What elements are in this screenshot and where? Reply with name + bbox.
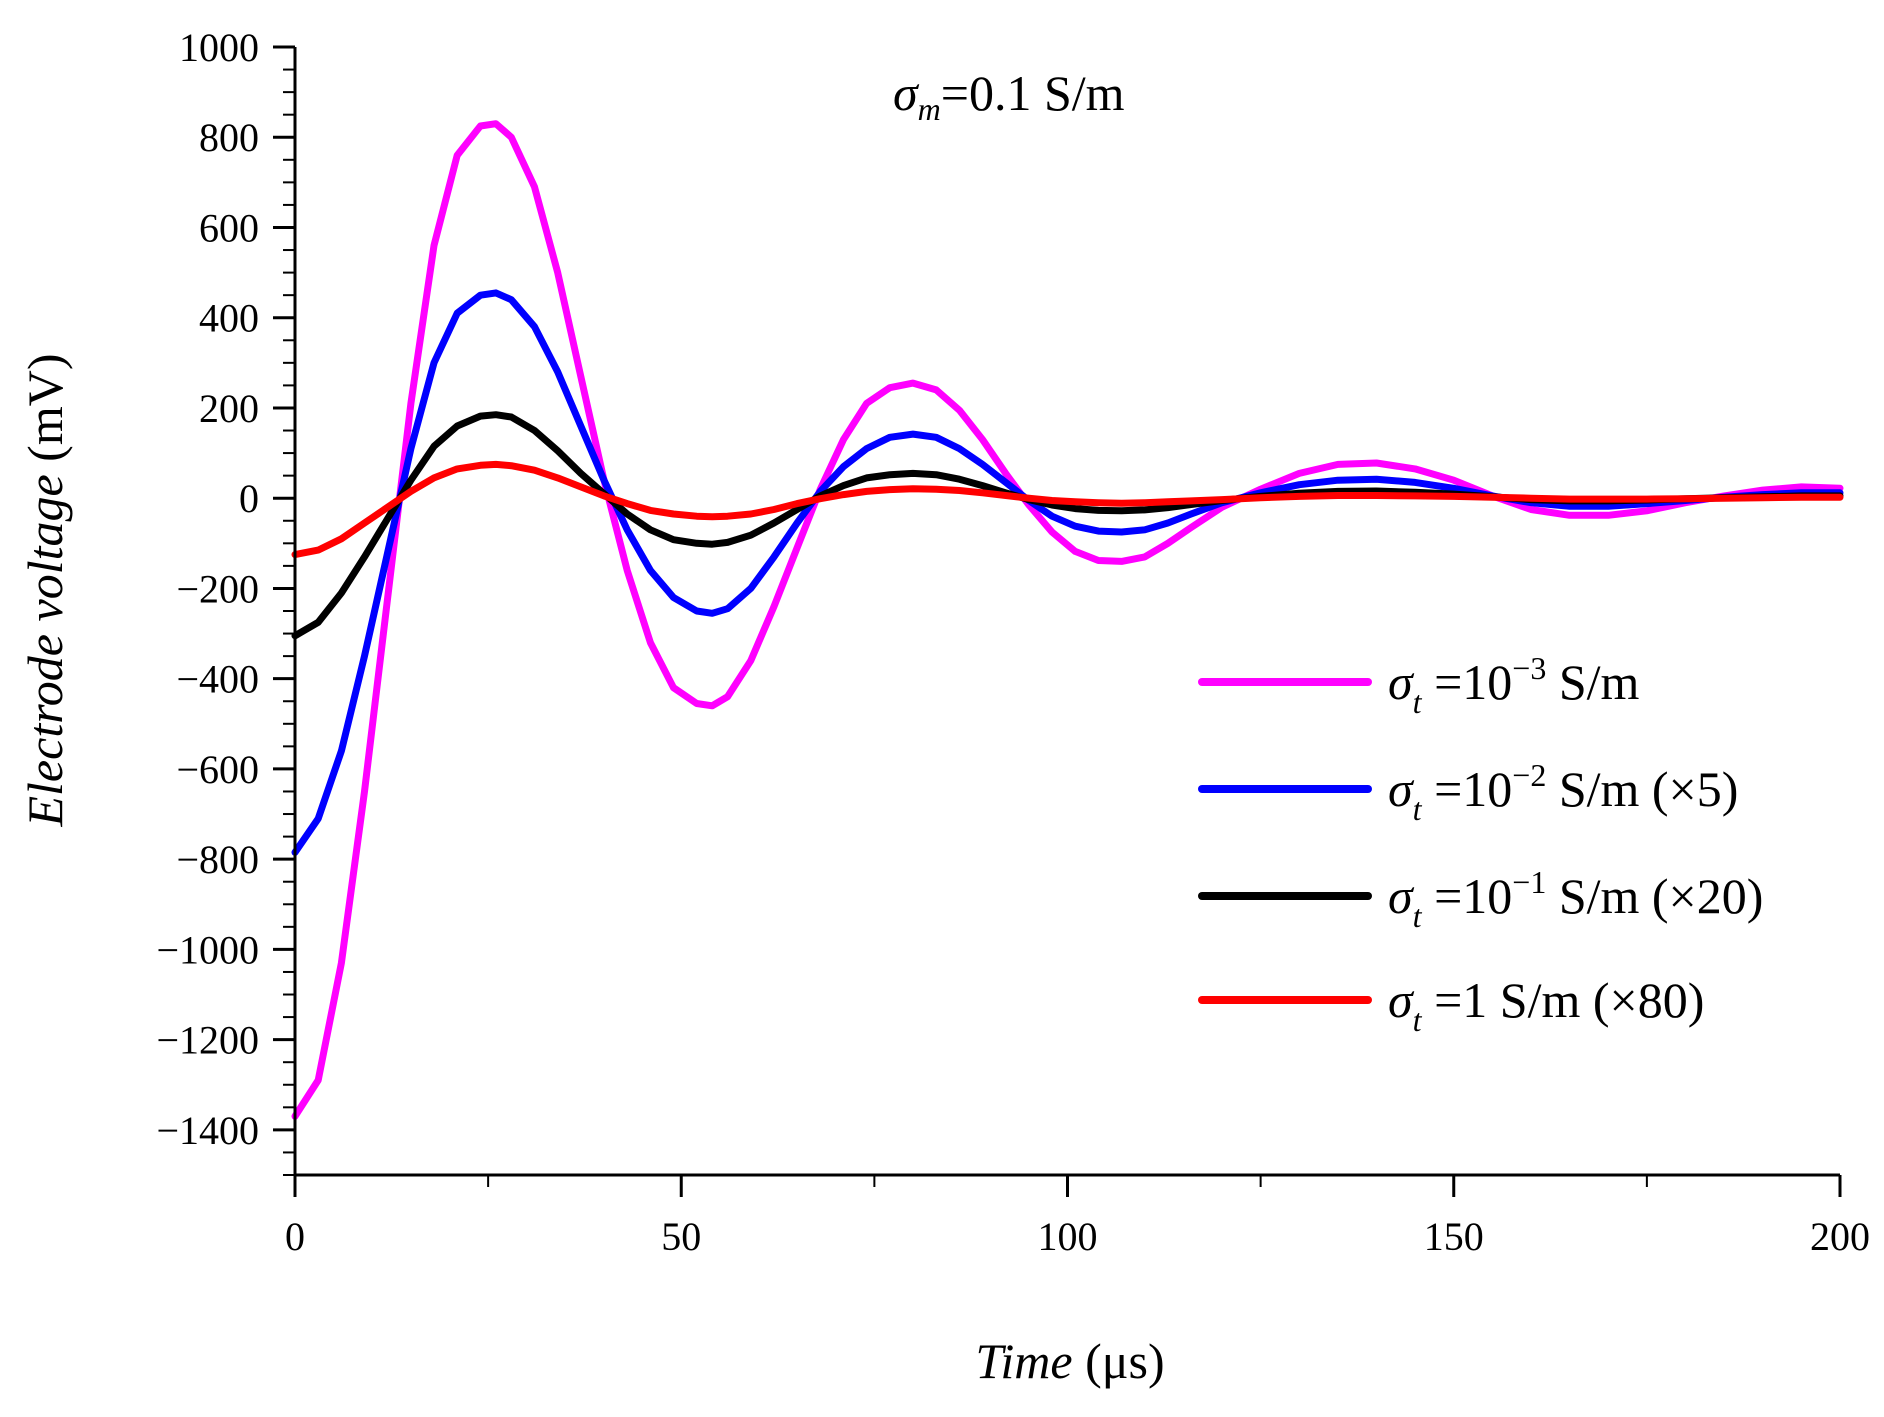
x-tick-label: 150 xyxy=(1424,1214,1484,1259)
legend-text-main: =10 xyxy=(1422,654,1513,710)
x-axis-title-italic: Time xyxy=(975,1333,1072,1389)
y-tick-label: −400 xyxy=(176,657,259,702)
y-tick-label: −1200 xyxy=(156,1018,259,1063)
annotation-subscript: m xyxy=(918,91,941,127)
y-tick-label: −600 xyxy=(176,747,259,792)
y-tick-label: 0 xyxy=(239,476,259,521)
legend-subscript: t xyxy=(1413,1002,1423,1038)
conductivity-annotation: σm=0.1 S/m xyxy=(893,65,1125,127)
legend-label-1: σt =10−3 S/m xyxy=(1388,650,1640,720)
legend-label-3: σt =10−1 S/m (×20) xyxy=(1388,864,1763,934)
legend-subscript: t xyxy=(1413,684,1423,720)
y-tick-label: 200 xyxy=(199,386,259,431)
y-tick-label: −1400 xyxy=(156,1108,259,1153)
legend-subscript: t xyxy=(1413,898,1423,934)
y-axis-title: Electrode voltage (mV) xyxy=(17,354,73,828)
y-tick-label: 800 xyxy=(199,115,259,160)
series-line-1 xyxy=(291,120,1844,1120)
legend-superscript: −1 xyxy=(1512,864,1546,900)
y-tick-label: −1000 xyxy=(156,927,259,972)
legend-text-main: =10 xyxy=(1422,868,1513,924)
legend-text-main: =10 xyxy=(1422,761,1513,817)
y-tick-label: −200 xyxy=(176,566,259,611)
y-tick-label: −800 xyxy=(176,837,259,882)
y-axis-title-unit: (mV) xyxy=(17,354,73,475)
x-tick-label: 50 xyxy=(661,1214,701,1259)
legend-text-unit: S/m (×20) xyxy=(1546,868,1763,924)
x-axis-title: Time (μs) xyxy=(975,1333,1164,1389)
y-tick-label: 400 xyxy=(199,296,259,341)
y-tick-label: 600 xyxy=(199,205,259,250)
legend-text-main: =1 S/m (×80) xyxy=(1422,972,1705,1028)
annotation-value: =0.1 S/m xyxy=(941,65,1125,121)
legend-label-4: σt =1 S/m (×80) xyxy=(1388,972,1704,1038)
x-tick-label: 0 xyxy=(285,1214,305,1259)
legend-symbol: σ xyxy=(1388,761,1415,817)
legend-text-unit: S/m xyxy=(1546,654,1639,710)
annotation-symbol: σ xyxy=(893,65,920,121)
ticks-group: −1400−1200−1000−800−600−400−200020040060… xyxy=(156,25,1870,1259)
legend-label-2: σt =10−2 S/m (×5) xyxy=(1388,757,1738,827)
x-tick-label: 200 xyxy=(1810,1214,1870,1259)
x-axis-title-unit: (μs) xyxy=(1073,1333,1165,1389)
y-axis-title-italic: Electrode voltage xyxy=(17,474,73,827)
legend-symbol: σ xyxy=(1388,868,1415,924)
y-tick-label: 1000 xyxy=(179,25,259,70)
legend-symbol: σ xyxy=(1388,972,1415,1028)
x-tick-label: 100 xyxy=(1038,1214,1098,1259)
legend: σt =10−3 S/mσt =10−2 S/m (×5)σt =10−1 S/… xyxy=(1198,650,1763,1038)
legend-text-unit: S/m (×5) xyxy=(1546,761,1738,817)
legend-superscript: −3 xyxy=(1512,650,1546,686)
series-line-4 xyxy=(291,460,1844,559)
plot-series-group xyxy=(291,120,1844,1120)
legend-superscript: −2 xyxy=(1512,757,1546,793)
legend-symbol: σ xyxy=(1388,654,1415,710)
legend-subscript: t xyxy=(1413,791,1423,827)
